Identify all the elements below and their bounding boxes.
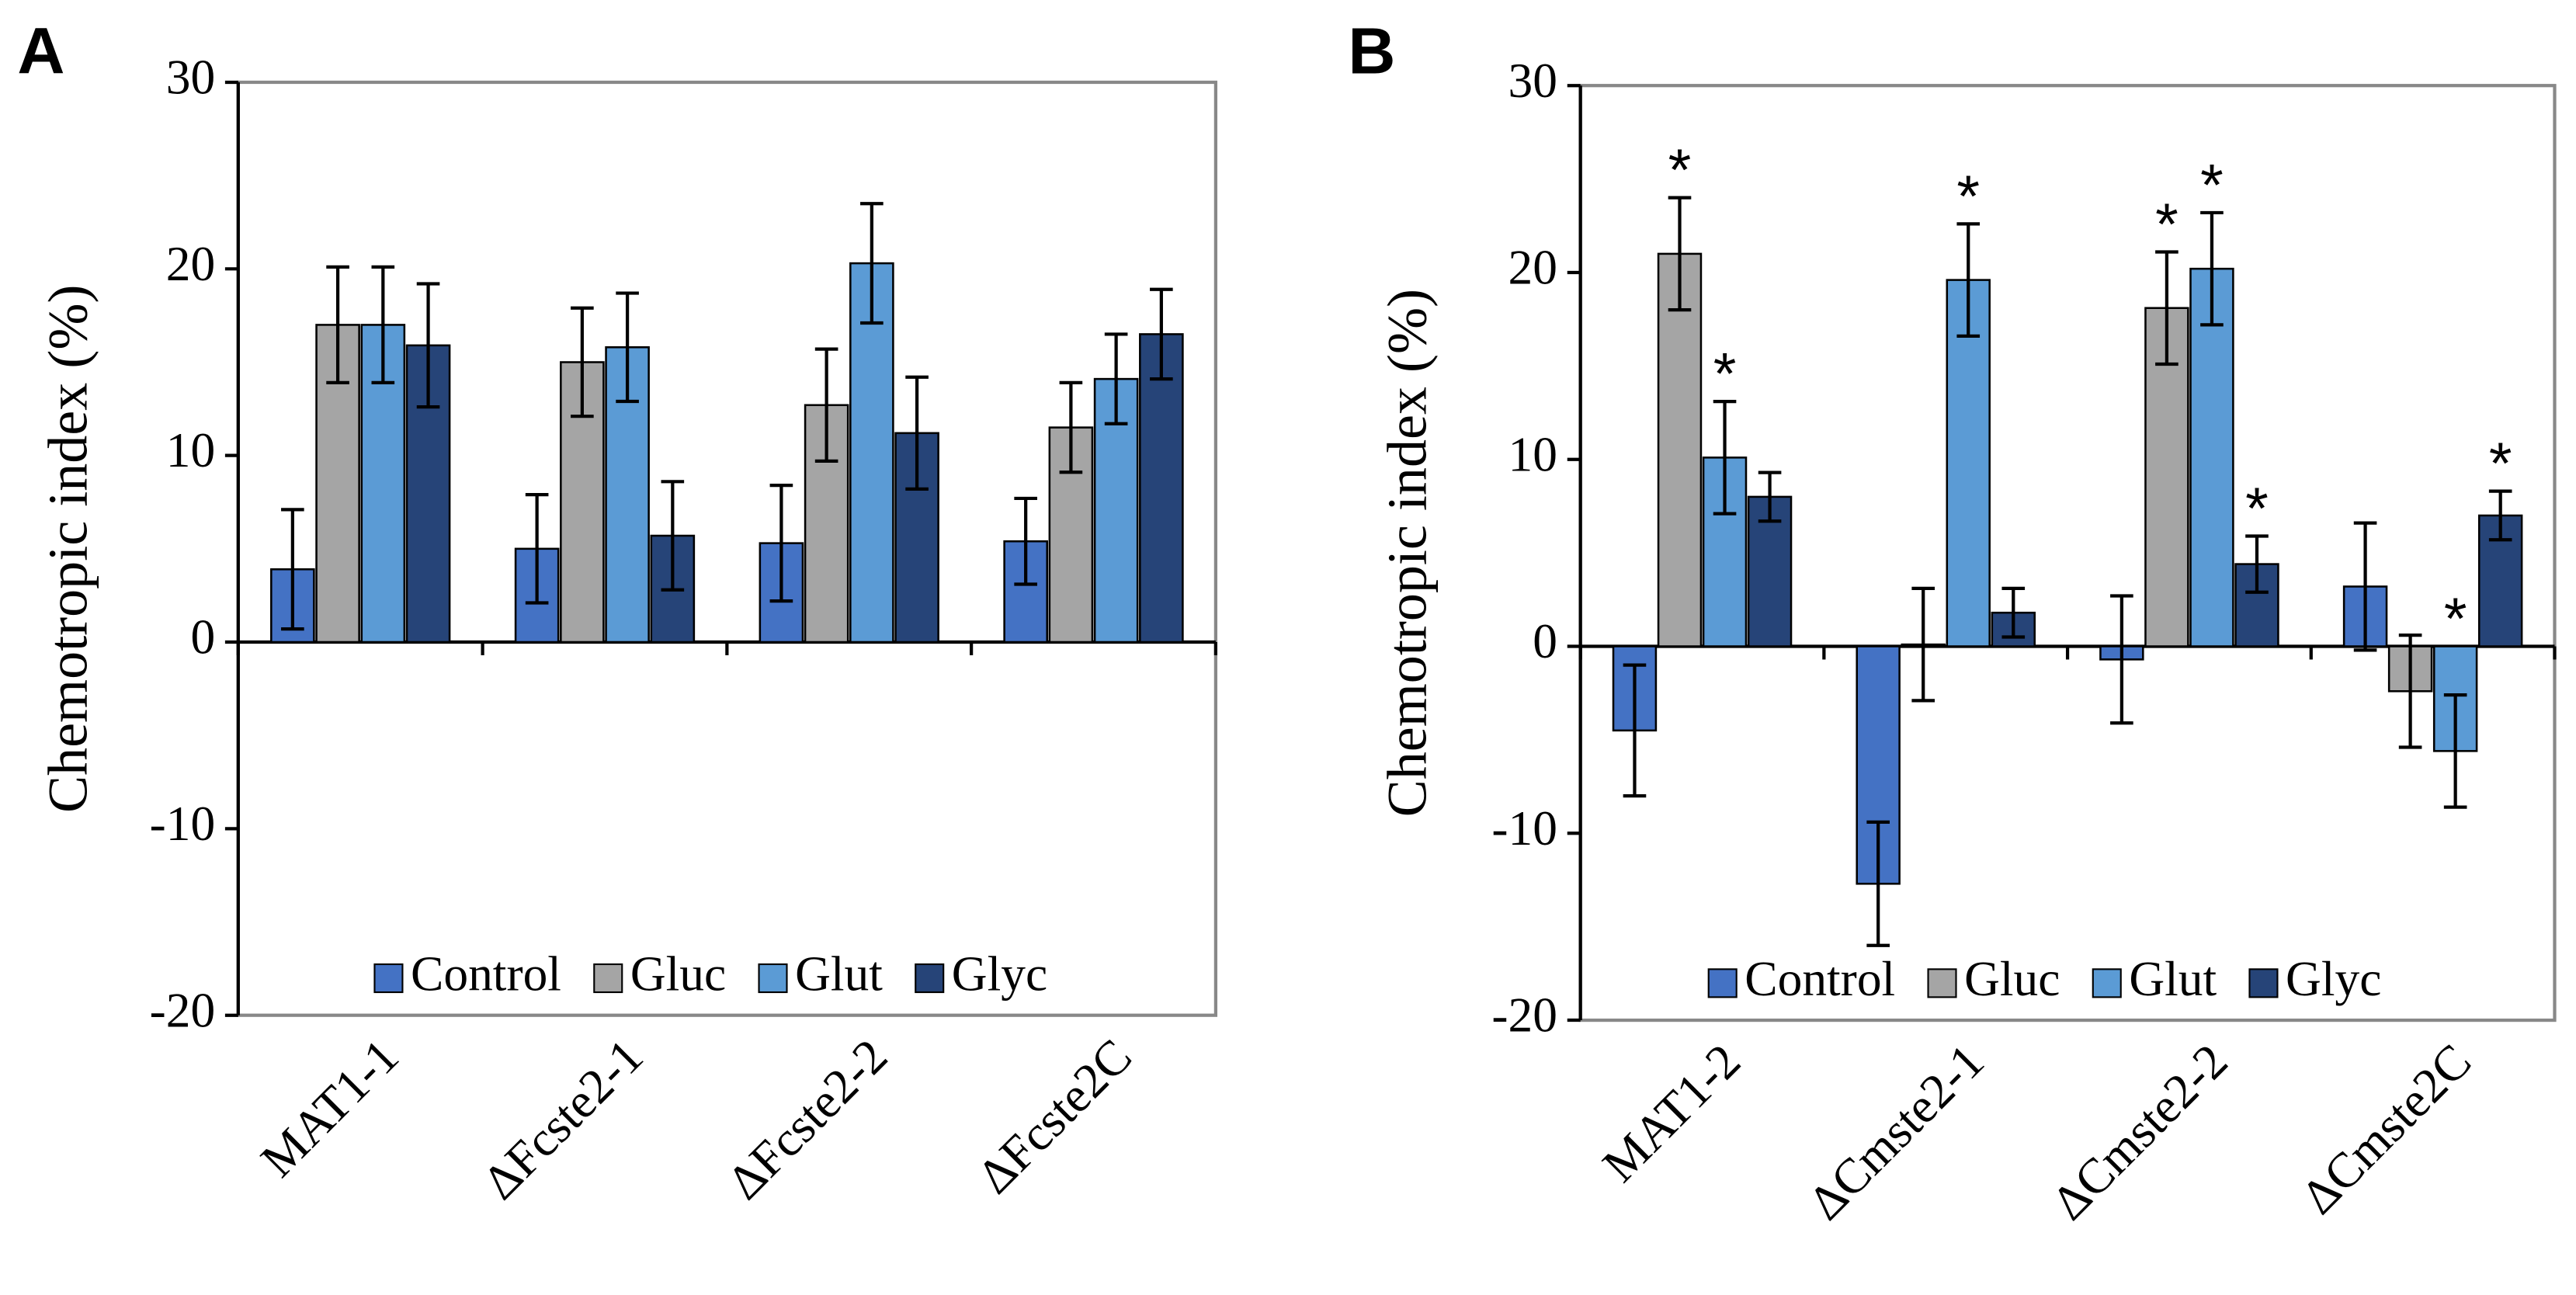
y-tick-label: 30: [166, 50, 215, 105]
error-bar: [1713, 399, 1737, 516]
legend-label: Glut: [2129, 951, 2217, 1006]
legend-label: Control: [1745, 951, 1895, 1006]
y-tick-label: 20: [1508, 240, 1557, 295]
y-tick-label: 10: [1508, 426, 1557, 481]
legend-label: Control: [411, 946, 561, 1002]
y-tick-label: -20: [150, 982, 216, 1037]
x-tick-label: ΔFcste2C: [967, 1028, 1142, 1203]
error-bar: [1104, 332, 1128, 425]
error-bar: [371, 265, 395, 385]
error-bar: [769, 483, 793, 603]
error-bar: [661, 480, 685, 592]
significance-mark: *: [2200, 152, 2224, 218]
x-tick-label: MAT1-1: [250, 1028, 409, 1187]
x-tick-label: MAT1-2: [1592, 1033, 1751, 1193]
error-bar: [2443, 693, 2467, 809]
error-bar: [2200, 210, 2224, 327]
error-bar: [2245, 534, 2269, 594]
error-bar: [416, 282, 440, 409]
legend-label: Glut: [795, 946, 883, 1002]
y-tick-label: -20: [1491, 988, 1557, 1043]
y-tick-label: 0: [1533, 613, 1557, 668]
legend-swatch: [2092, 968, 2122, 998]
y-axis-label: Chemotropic index (%): [37, 285, 99, 813]
significance-mark: *: [2245, 476, 2269, 542]
legend-label: Gluc: [630, 946, 726, 1002]
x-tick-label: ΔCmste2-2: [2041, 1033, 2238, 1231]
error-bar: [1866, 820, 1890, 947]
error-bar: [2398, 633, 2422, 749]
legend-label: Glyc: [952, 946, 1047, 1002]
legend-label: Glyc: [2286, 951, 2381, 1006]
bar: [849, 262, 894, 644]
x-tick-label: ΔFcste2-1: [472, 1028, 654, 1210]
error-bar: [1956, 222, 1981, 338]
error-bar: [1150, 287, 1173, 381]
error-bar: [1623, 663, 1647, 798]
y-tick-label: 20: [166, 236, 215, 291]
error-bar: [1758, 470, 1782, 523]
legend-swatch: [1927, 968, 1957, 998]
bar: [1946, 279, 1991, 648]
error-bar: [1059, 380, 1083, 474]
y-tick-label: 30: [1508, 53, 1557, 108]
legend-swatch: [1707, 968, 1738, 998]
error-bar: [525, 493, 549, 605]
y-tick-label: -10: [150, 796, 216, 851]
error-bar: [616, 291, 639, 404]
x-tick-label: ΔFcste2-2: [717, 1028, 898, 1210]
error-bar: [814, 347, 838, 463]
bar: [1139, 333, 1184, 644]
x-tick-label: ΔCmste2-1: [1797, 1033, 1994, 1231]
error-bar: [860, 202, 884, 325]
significance-mark: *: [2489, 431, 2512, 497]
panel-label: B: [1348, 13, 1395, 87]
significance-mark: *: [1713, 342, 1737, 408]
legend-swatch: [915, 963, 945, 994]
legend-swatch: [593, 963, 623, 994]
legend-label: Gluc: [1964, 951, 2060, 1006]
legend-swatch: [373, 963, 404, 994]
bar: [1657, 252, 1703, 648]
legend-swatch: [2248, 968, 2279, 998]
error-bar: [571, 306, 594, 418]
error-bar: [1668, 196, 1692, 312]
error-bar: [326, 265, 349, 385]
error-bar: [1014, 496, 1037, 586]
y-tick-label: 0: [190, 609, 215, 665]
significance-mark: *: [2444, 586, 2467, 652]
significance-mark: *: [1956, 164, 1980, 230]
significance-mark: *: [1668, 137, 1692, 203]
legend-swatch: [758, 963, 788, 994]
error-bar: [2488, 489, 2512, 542]
significance-mark: *: [2155, 192, 2178, 258]
error-bar: [2110, 594, 2133, 725]
x-tick-label: ΔCmste2C: [2290, 1033, 2481, 1224]
error-bar: [905, 375, 929, 491]
y-tick-label: 10: [166, 422, 215, 477]
y-tick-label: -10: [1491, 800, 1557, 856]
error-bar: [2353, 521, 2377, 652]
error-bar: [281, 508, 304, 631]
y-axis-label: Chemotropic index (%): [1376, 289, 1438, 817]
error-bar: [2155, 250, 2178, 366]
error-bar: [1911, 586, 1935, 703]
error-bar: [2001, 586, 2026, 639]
panel-label: A: [17, 13, 64, 87]
